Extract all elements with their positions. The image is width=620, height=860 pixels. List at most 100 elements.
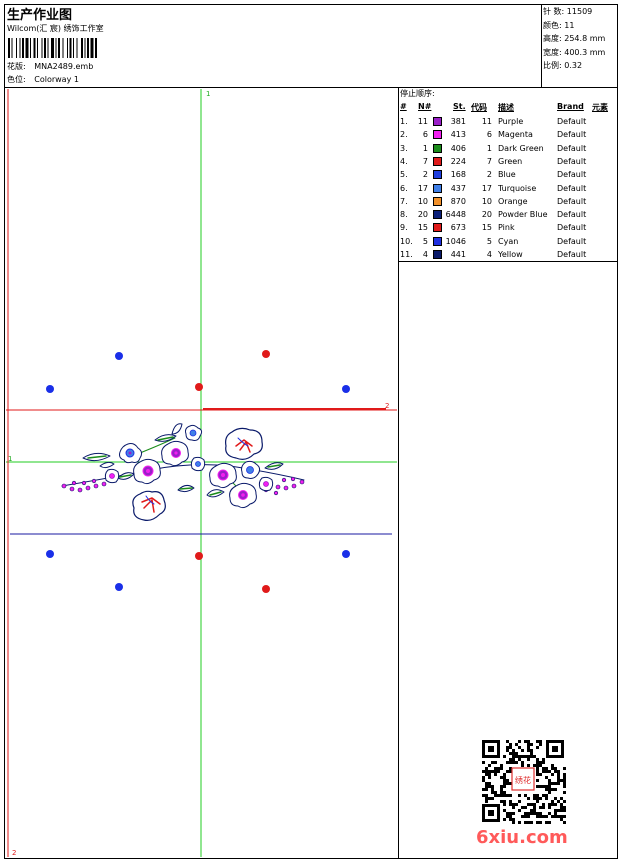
col-brand: Brand (557, 102, 584, 111)
row-num: 6. (400, 183, 408, 193)
row-n: 2 (422, 170, 428, 180)
row-n: 4 (422, 250, 428, 259)
row-stitches: 441 (450, 250, 466, 259)
colorway-value: Colorway 1 (34, 75, 79, 84)
row-desc: Green (498, 156, 523, 166)
row-brand: Default (557, 250, 587, 259)
row-num: 1. (400, 117, 408, 126)
row-desc: Purple (498, 117, 524, 126)
row-brand: Default (557, 210, 587, 220)
sequence-row: 6. 17 437 17 Turquoise Default (398, 182, 618, 195)
row-code: 5 (486, 236, 492, 246)
row-num: 9. (400, 223, 408, 233)
design-value: MNA2489.emb (34, 62, 94, 71)
row-code: 17 (481, 183, 492, 193)
row-n: 11 (417, 117, 428, 126)
row-stitches: 413 (450, 130, 466, 140)
row-brand: Default (557, 223, 587, 233)
row-n: 5 (422, 236, 428, 246)
row-n: 1 (422, 143, 428, 153)
row-desc: Magenta (498, 130, 533, 140)
row-num: 3. (400, 143, 408, 153)
row-num: 4. (400, 156, 408, 166)
row-code: 11 (481, 117, 492, 126)
row-num: 7. (400, 196, 408, 206)
color-swatch (433, 143, 442, 153)
row-code: 7 (486, 156, 492, 166)
row-code: 10 (481, 196, 492, 206)
colorway-line: 色位: Colorway 1 (7, 75, 79, 85)
stats-list: 针 数: 11509 颜色: 11 高度: 254.8 mm 宽度: 400.3… (543, 5, 605, 73)
row-brand: Default (557, 130, 587, 140)
row-desc: Powder Blue (498, 210, 548, 220)
sequence-row: 7. 10 870 10 Orange Default (398, 195, 618, 208)
row-desc: Dark Green (498, 143, 544, 153)
row-desc: Orange (498, 196, 528, 206)
row-n: 7 (422, 156, 428, 166)
qr-code: 绣花 (482, 740, 566, 824)
stat-colors: 颜色: 11 (543, 20, 575, 30)
row-brand: Default (557, 236, 587, 246)
stat-width: 宽度: 400.3 mm (543, 47, 606, 57)
row-n: 10 (417, 196, 428, 206)
sequence-header: # N# St. 代码 描述 Brand 元素 (398, 102, 618, 114)
watermark-logo: 6xiu.com (476, 827, 568, 848)
row-brand: Default (557, 156, 587, 166)
sequence-panel (398, 87, 618, 262)
sequence-row: 5. 2 168 2 Blue Default (398, 168, 618, 181)
barcode (8, 38, 97, 58)
sequence-row: 3. 1 406 1 Dark Green Default (398, 142, 618, 155)
row-stitches: 406 (450, 143, 466, 153)
row-code: 2 (486, 170, 492, 180)
color-swatch (433, 196, 442, 206)
color-swatch (433, 156, 442, 166)
row-n: 15 (417, 223, 428, 233)
row-code: 15 (481, 223, 492, 233)
row-desc: Cyan (498, 236, 519, 246)
row-desc: Pink (498, 223, 515, 233)
row-brand: Default (557, 117, 587, 126)
color-swatch (433, 250, 442, 259)
color-swatch (433, 210, 442, 220)
stat-scale: 比例: 0.32 (543, 61, 583, 71)
row-num: 2. (400, 130, 408, 140)
sequence-row: 9. 15 673 15 Pink Default (398, 221, 618, 234)
row-stitches: 1046 (445, 236, 466, 246)
sequence-row: 2. 6 413 6 Magenta Default (398, 128, 618, 141)
row-num: 11. (400, 250, 413, 259)
color-swatch (433, 183, 442, 193)
row-n: 20 (417, 210, 428, 220)
row-num: 10. (400, 236, 413, 246)
row-stitches: 224 (450, 156, 466, 166)
qr-seal-text: 绣花 (515, 775, 531, 785)
col-st: St. (453, 102, 466, 111)
row-stitches: 437 (450, 183, 466, 193)
sequence-row: 4. 7 224 7 Green Default (398, 155, 618, 168)
sequence-row: 11. 4 441 4 Yellow Default (398, 248, 618, 261)
row-brand: Default (557, 183, 587, 193)
sequence-title: 停止顺序: (400, 89, 435, 98)
row-n: 6 (422, 130, 428, 140)
col-desc: 描述 (498, 103, 514, 112)
color-swatch (433, 170, 442, 180)
colorway-label: 色位: (7, 75, 26, 84)
row-code: 6 (486, 130, 492, 140)
design-line: 花版: MNA2489.emb (7, 62, 93, 72)
stat-stitches: 针 数: 11509 (543, 7, 593, 16)
row-brand: Default (557, 170, 587, 180)
studio-name: Wilcom(汇 宸) 绣饰工作室 (7, 24, 104, 33)
design-label: 花版: (7, 62, 26, 71)
col-n: N# (418, 102, 432, 111)
color-swatch (433, 117, 442, 126)
design-canvas-border (4, 87, 399, 859)
stat-height: 高度: 254.8 mm (543, 34, 606, 44)
row-brand: Default (557, 143, 587, 153)
row-desc: Turquoise (498, 183, 537, 193)
color-swatch (433, 130, 442, 140)
row-num: 5. (400, 170, 408, 180)
row-stitches: 168 (450, 170, 466, 180)
row-code: 4 (486, 250, 492, 259)
row-n: 17 (417, 183, 428, 193)
color-swatch (433, 223, 442, 233)
col-code: 代码 (471, 103, 487, 112)
